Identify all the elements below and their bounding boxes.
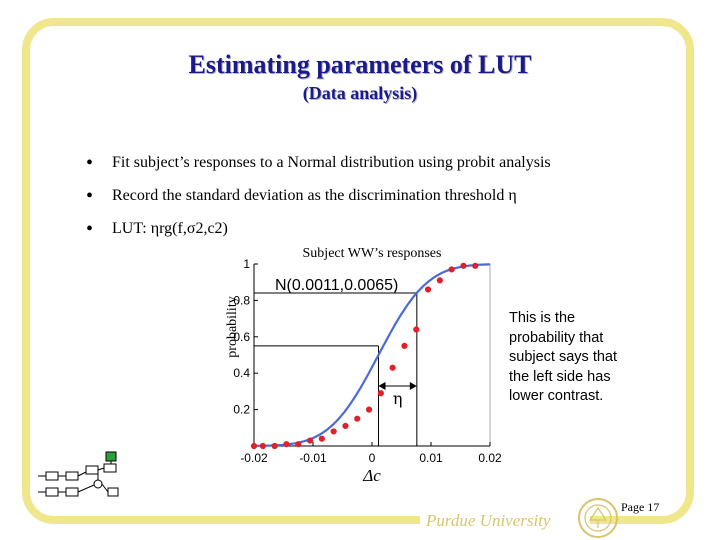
y-tick-label: 0.8 bbox=[233, 293, 250, 307]
university-seal-icon bbox=[578, 498, 618, 538]
y-tick-label: 1 bbox=[243, 257, 250, 271]
bullet-1-text: Fit subject’s responses to a Normal dist… bbox=[112, 154, 551, 171]
footer-university: Purdue University bbox=[426, 511, 551, 530]
bullet-dot: • bbox=[86, 218, 94, 240]
bullet-dot: • bbox=[86, 185, 94, 207]
y-axis-label: probability bbox=[225, 296, 240, 357]
eta-arrow-left-head bbox=[378, 381, 386, 390]
data-point bbox=[448, 266, 455, 273]
data-point bbox=[259, 442, 266, 450]
slide-frame bbox=[22, 18, 694, 524]
bullet-2: • Record the standard deviation as the di… bbox=[86, 185, 517, 208]
data-point bbox=[354, 415, 361, 422]
eta-label: η bbox=[393, 389, 403, 408]
data-point bbox=[318, 435, 325, 442]
data-point bbox=[460, 262, 467, 269]
page-number: Page 17 bbox=[621, 500, 660, 514]
data-point bbox=[365, 406, 373, 413]
data-point bbox=[424, 286, 432, 293]
data-point bbox=[389, 364, 396, 371]
data-point bbox=[401, 342, 408, 349]
eta-arrow-right-head bbox=[409, 381, 417, 390]
fit-label: N(0.0011,0.0065) bbox=[275, 277, 398, 294]
bullet-1: • Fit subject’s responses to a Normal dis… bbox=[86, 152, 551, 175]
data-point bbox=[295, 441, 302, 448]
data-point bbox=[413, 326, 420, 333]
x-tick-label: 0.01 bbox=[419, 451, 443, 465]
y-tick-label: 0.6 bbox=[233, 330, 250, 344]
data-point bbox=[250, 442, 258, 450]
frame-gap bbox=[420, 514, 590, 528]
x-axis-label: Δc bbox=[362, 466, 381, 485]
bullet-3: • LUT: ηrg(f,σ2,c2) bbox=[86, 218, 228, 241]
data-point bbox=[342, 422, 349, 430]
y-tick-label: 0.4 bbox=[233, 366, 250, 380]
bullet-3-text: LUT: ηrg(f,σ2,c2) bbox=[112, 220, 228, 237]
block-diagram-logo bbox=[38, 451, 119, 497]
x-tick-label: 0 bbox=[369, 451, 376, 465]
data-point bbox=[306, 437, 314, 444]
data-point bbox=[330, 428, 337, 435]
bullet-2-text: Record the standard deviation as the dis… bbox=[112, 187, 517, 204]
data-point bbox=[377, 390, 384, 397]
data-point bbox=[472, 262, 479, 269]
x-tick-label: 0.02 bbox=[478, 451, 502, 465]
note-text: This is the probability that subject say… bbox=[509, 310, 617, 404]
x-tick-label: -0.01 bbox=[299, 451, 327, 465]
chart-title: Subject WW’s responses bbox=[303, 246, 442, 261]
y-tick-label: 0.2 bbox=[233, 403, 250, 417]
data-point bbox=[283, 441, 290, 448]
data-point bbox=[271, 442, 278, 450]
bullet-dot: • bbox=[86, 152, 94, 174]
x-tick-label: -0.02 bbox=[240, 451, 268, 465]
slide-subtitle: (Data analysis) bbox=[302, 83, 418, 103]
data-point bbox=[436, 277, 443, 284]
slide-title: Estimating parameters of LUT bbox=[188, 50, 532, 79]
